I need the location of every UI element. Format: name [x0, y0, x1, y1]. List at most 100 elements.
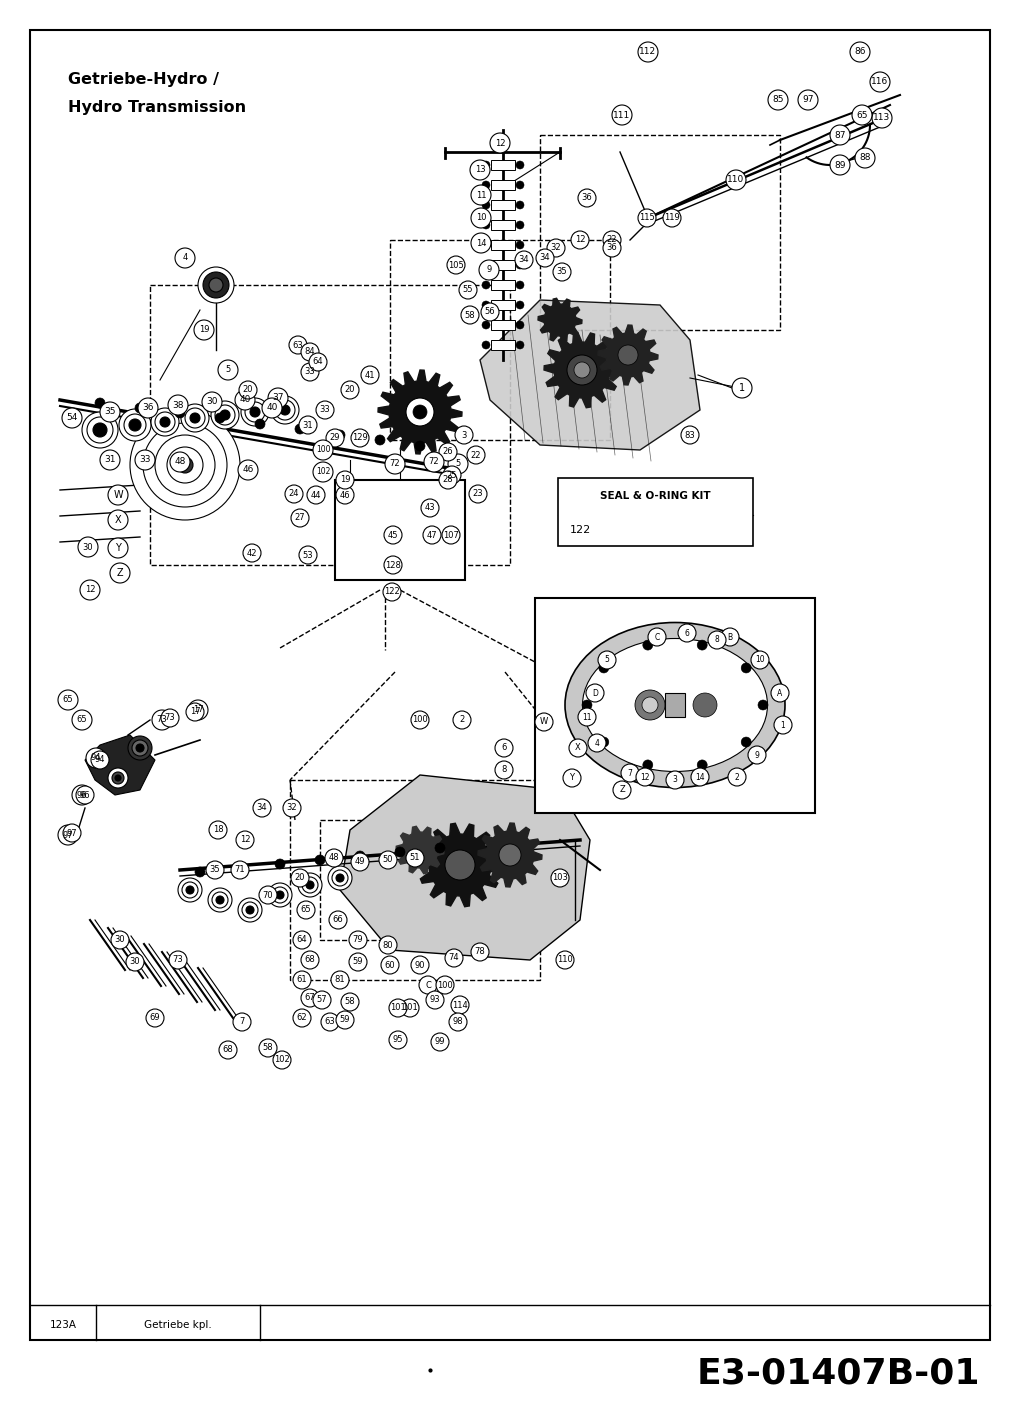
Text: 25: 25 — [447, 470, 457, 479]
Circle shape — [389, 999, 407, 1017]
Circle shape — [235, 863, 245, 872]
Circle shape — [423, 526, 441, 544]
Text: 112: 112 — [640, 47, 656, 57]
Circle shape — [636, 767, 654, 786]
Circle shape — [830, 125, 850, 145]
Circle shape — [246, 907, 254, 914]
Circle shape — [375, 435, 385, 445]
Circle shape — [732, 378, 752, 398]
Text: 105: 105 — [448, 260, 463, 270]
Circle shape — [708, 631, 725, 649]
Text: 61: 61 — [296, 975, 308, 985]
Text: 101: 101 — [402, 1003, 418, 1013]
Circle shape — [203, 271, 229, 298]
Circle shape — [255, 419, 265, 429]
Text: 33: 33 — [139, 456, 151, 465]
Circle shape — [442, 526, 460, 544]
Text: W: W — [540, 718, 548, 726]
Circle shape — [58, 691, 78, 710]
Text: 97: 97 — [802, 95, 814, 105]
Text: 34: 34 — [519, 256, 529, 264]
Text: 19: 19 — [199, 325, 209, 334]
Circle shape — [395, 847, 405, 857]
Circle shape — [341, 381, 359, 399]
Circle shape — [578, 708, 596, 726]
Text: 49: 49 — [355, 857, 365, 867]
Text: 66: 66 — [332, 915, 344, 925]
Circle shape — [553, 263, 571, 281]
Circle shape — [471, 944, 489, 961]
Circle shape — [774, 716, 792, 735]
Text: 13: 13 — [475, 165, 485, 175]
Circle shape — [112, 772, 124, 784]
Text: Z: Z — [619, 786, 624, 794]
Text: 98: 98 — [453, 1017, 463, 1026]
Text: 7: 7 — [239, 1017, 245, 1026]
Polygon shape — [673, 674, 737, 737]
Text: 5: 5 — [605, 655, 610, 665]
Circle shape — [453, 710, 471, 729]
Text: 58: 58 — [345, 998, 355, 1006]
Bar — [491, 200, 515, 210]
Text: 23: 23 — [473, 489, 483, 499]
Text: 110: 110 — [728, 176, 745, 185]
Text: 129: 129 — [352, 433, 367, 442]
Circle shape — [178, 458, 193, 473]
Circle shape — [62, 408, 82, 428]
Circle shape — [135, 404, 146, 414]
Circle shape — [313, 990, 331, 1009]
Circle shape — [80, 580, 100, 600]
Text: 80: 80 — [383, 941, 393, 949]
Circle shape — [231, 861, 249, 880]
Text: 122: 122 — [384, 587, 399, 597]
Circle shape — [268, 388, 288, 408]
Circle shape — [332, 870, 348, 887]
Circle shape — [130, 411, 240, 520]
Text: 79: 79 — [353, 935, 363, 945]
Circle shape — [436, 976, 454, 995]
Text: 31: 31 — [104, 456, 116, 465]
Text: 9: 9 — [486, 266, 491, 274]
Text: 35: 35 — [556, 267, 568, 277]
Text: 28: 28 — [443, 476, 453, 485]
Circle shape — [238, 460, 258, 480]
Text: 36: 36 — [607, 243, 617, 253]
Text: 45: 45 — [388, 530, 398, 540]
Circle shape — [384, 556, 402, 574]
Circle shape — [135, 450, 155, 470]
Circle shape — [167, 448, 203, 483]
Bar — [491, 161, 515, 171]
Circle shape — [768, 90, 788, 109]
Circle shape — [220, 411, 230, 421]
Bar — [535, 598, 815, 813]
Text: 31: 31 — [302, 421, 314, 429]
Circle shape — [185, 408, 205, 428]
Circle shape — [449, 1013, 467, 1032]
Text: X: X — [575, 743, 581, 753]
Text: 36: 36 — [142, 404, 154, 412]
Circle shape — [188, 701, 208, 720]
Circle shape — [741, 664, 751, 674]
Circle shape — [574, 362, 590, 378]
Circle shape — [436, 843, 445, 853]
Circle shape — [586, 684, 604, 702]
Text: 1: 1 — [739, 384, 745, 394]
Text: 2: 2 — [459, 716, 464, 725]
Circle shape — [115, 774, 121, 782]
Circle shape — [336, 470, 354, 489]
Text: 19: 19 — [340, 476, 350, 485]
Circle shape — [215, 414, 225, 423]
Circle shape — [253, 799, 271, 817]
Circle shape — [273, 1052, 291, 1069]
Circle shape — [293, 971, 311, 989]
Circle shape — [250, 406, 260, 416]
Circle shape — [516, 341, 524, 350]
Text: 107: 107 — [443, 530, 459, 540]
Text: 9: 9 — [754, 750, 760, 759]
Circle shape — [872, 108, 892, 128]
Circle shape — [63, 824, 80, 843]
Circle shape — [336, 874, 344, 882]
Text: 96: 96 — [76, 790, 88, 800]
Text: 27: 27 — [295, 513, 305, 523]
Text: 5: 5 — [455, 459, 460, 469]
